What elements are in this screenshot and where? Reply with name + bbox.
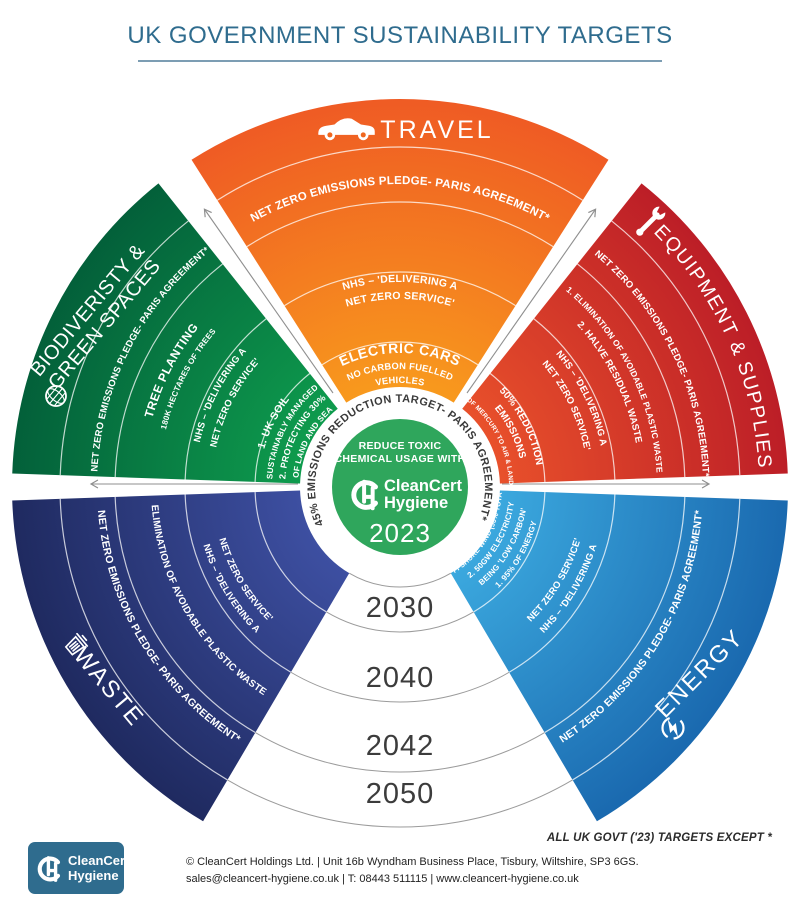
sector-equipment-shape: [462, 183, 788, 484]
arrow-upper-right: [466, 208, 597, 394]
page-title: UK GOVERNMENT SUSTAINABILITY TARGETS: [127, 22, 673, 49]
sector-biodiversity-shape: [12, 183, 338, 484]
footer-contact: sales@cleancert-hygiene.co.uk | T: 08443…: [186, 873, 579, 885]
arrow-upper-left: [203, 208, 334, 394]
year-ring-arc: [348, 572, 452, 588]
footer: CleanCert Hygiene © CleanCert Holdings L…: [28, 842, 639, 894]
sector-waste-shape: [12, 490, 350, 822]
cleancert-monogram-icon: [40, 858, 58, 880]
year-ring-arc: [290, 671, 510, 703]
year-ring-arc: [326, 611, 474, 633]
footer-address: © CleanCert Holdings Ltd. | Unit 16b Wyn…: [186, 856, 639, 868]
ring-divider: [611, 220, 741, 476]
ring-divider: [577, 263, 686, 478]
ring-divider: [184, 318, 267, 480]
year-ring-2042: 2042: [366, 730, 435, 762]
year-ring-arc: [227, 779, 573, 828]
ring-divider: [321, 341, 479, 366]
year-ring-2040: 2040: [366, 662, 435, 694]
ring-divider: [544, 496, 686, 734]
sector-travel-shape: [191, 98, 609, 403]
center-year: 2023: [369, 518, 431, 548]
ring-divider: [508, 494, 616, 673]
center-circle: [332, 419, 468, 555]
ring-divider: [216, 146, 584, 201]
center-hub: REDUCE TOXIC CHEMICAL USAGE WITH CleanCe…: [332, 419, 468, 555]
ring-divider: [184, 494, 292, 673]
ring-divider: [254, 373, 311, 482]
ring-divider: [473, 492, 546, 613]
center-tagline-line2: CHEMICAL USAGE WITH: [335, 453, 466, 465]
title-underline: [138, 60, 662, 62]
center-tagline-line1: REDUCE TOXIC: [359, 440, 442, 452]
cleancert-logo: CleanCert Hygiene: [28, 842, 124, 894]
ring-divider: [489, 373, 546, 482]
footer-brand-line1: CleanCert: [68, 853, 124, 868]
trash-can-icon: [64, 632, 89, 656]
ring-divider: [59, 498, 228, 781]
wrench-icon: [636, 206, 666, 236]
svg-text:VEHICLES: VEHICLES: [374, 375, 425, 388]
car-icon: [318, 118, 375, 141]
lightning-bolt-icon: [661, 716, 685, 740]
ring-divider: [533, 318, 616, 480]
sector-energy-shape: [450, 490, 788, 822]
year-ring-2030: 2030: [366, 592, 435, 624]
ring-divider: [572, 498, 741, 781]
year-ring-2050: 2050: [366, 778, 435, 810]
ring-divider: [284, 271, 516, 307]
year-ring-arc: [255, 732, 545, 773]
ring-divider: [114, 496, 256, 734]
travel-2030-target-line3: VEHICLES: [374, 375, 425, 388]
outward-arrows: [89, 208, 711, 489]
footnote: ALL UK GOVT ('23) TARGETS EXCEPT *: [546, 832, 772, 844]
sector-travel-title: TRAVEL: [380, 116, 493, 144]
ring-divider: [246, 201, 554, 248]
ring-divider: [59, 220, 189, 476]
center-brand-line2: Hygiene: [384, 494, 448, 512]
footer-brand-line2: Hygiene: [68, 868, 119, 883]
ring-divider: [254, 492, 327, 613]
globe-icon: [45, 385, 67, 407]
ring-divider: [114, 263, 223, 478]
center-brand-line1: CleanCert: [384, 477, 462, 495]
